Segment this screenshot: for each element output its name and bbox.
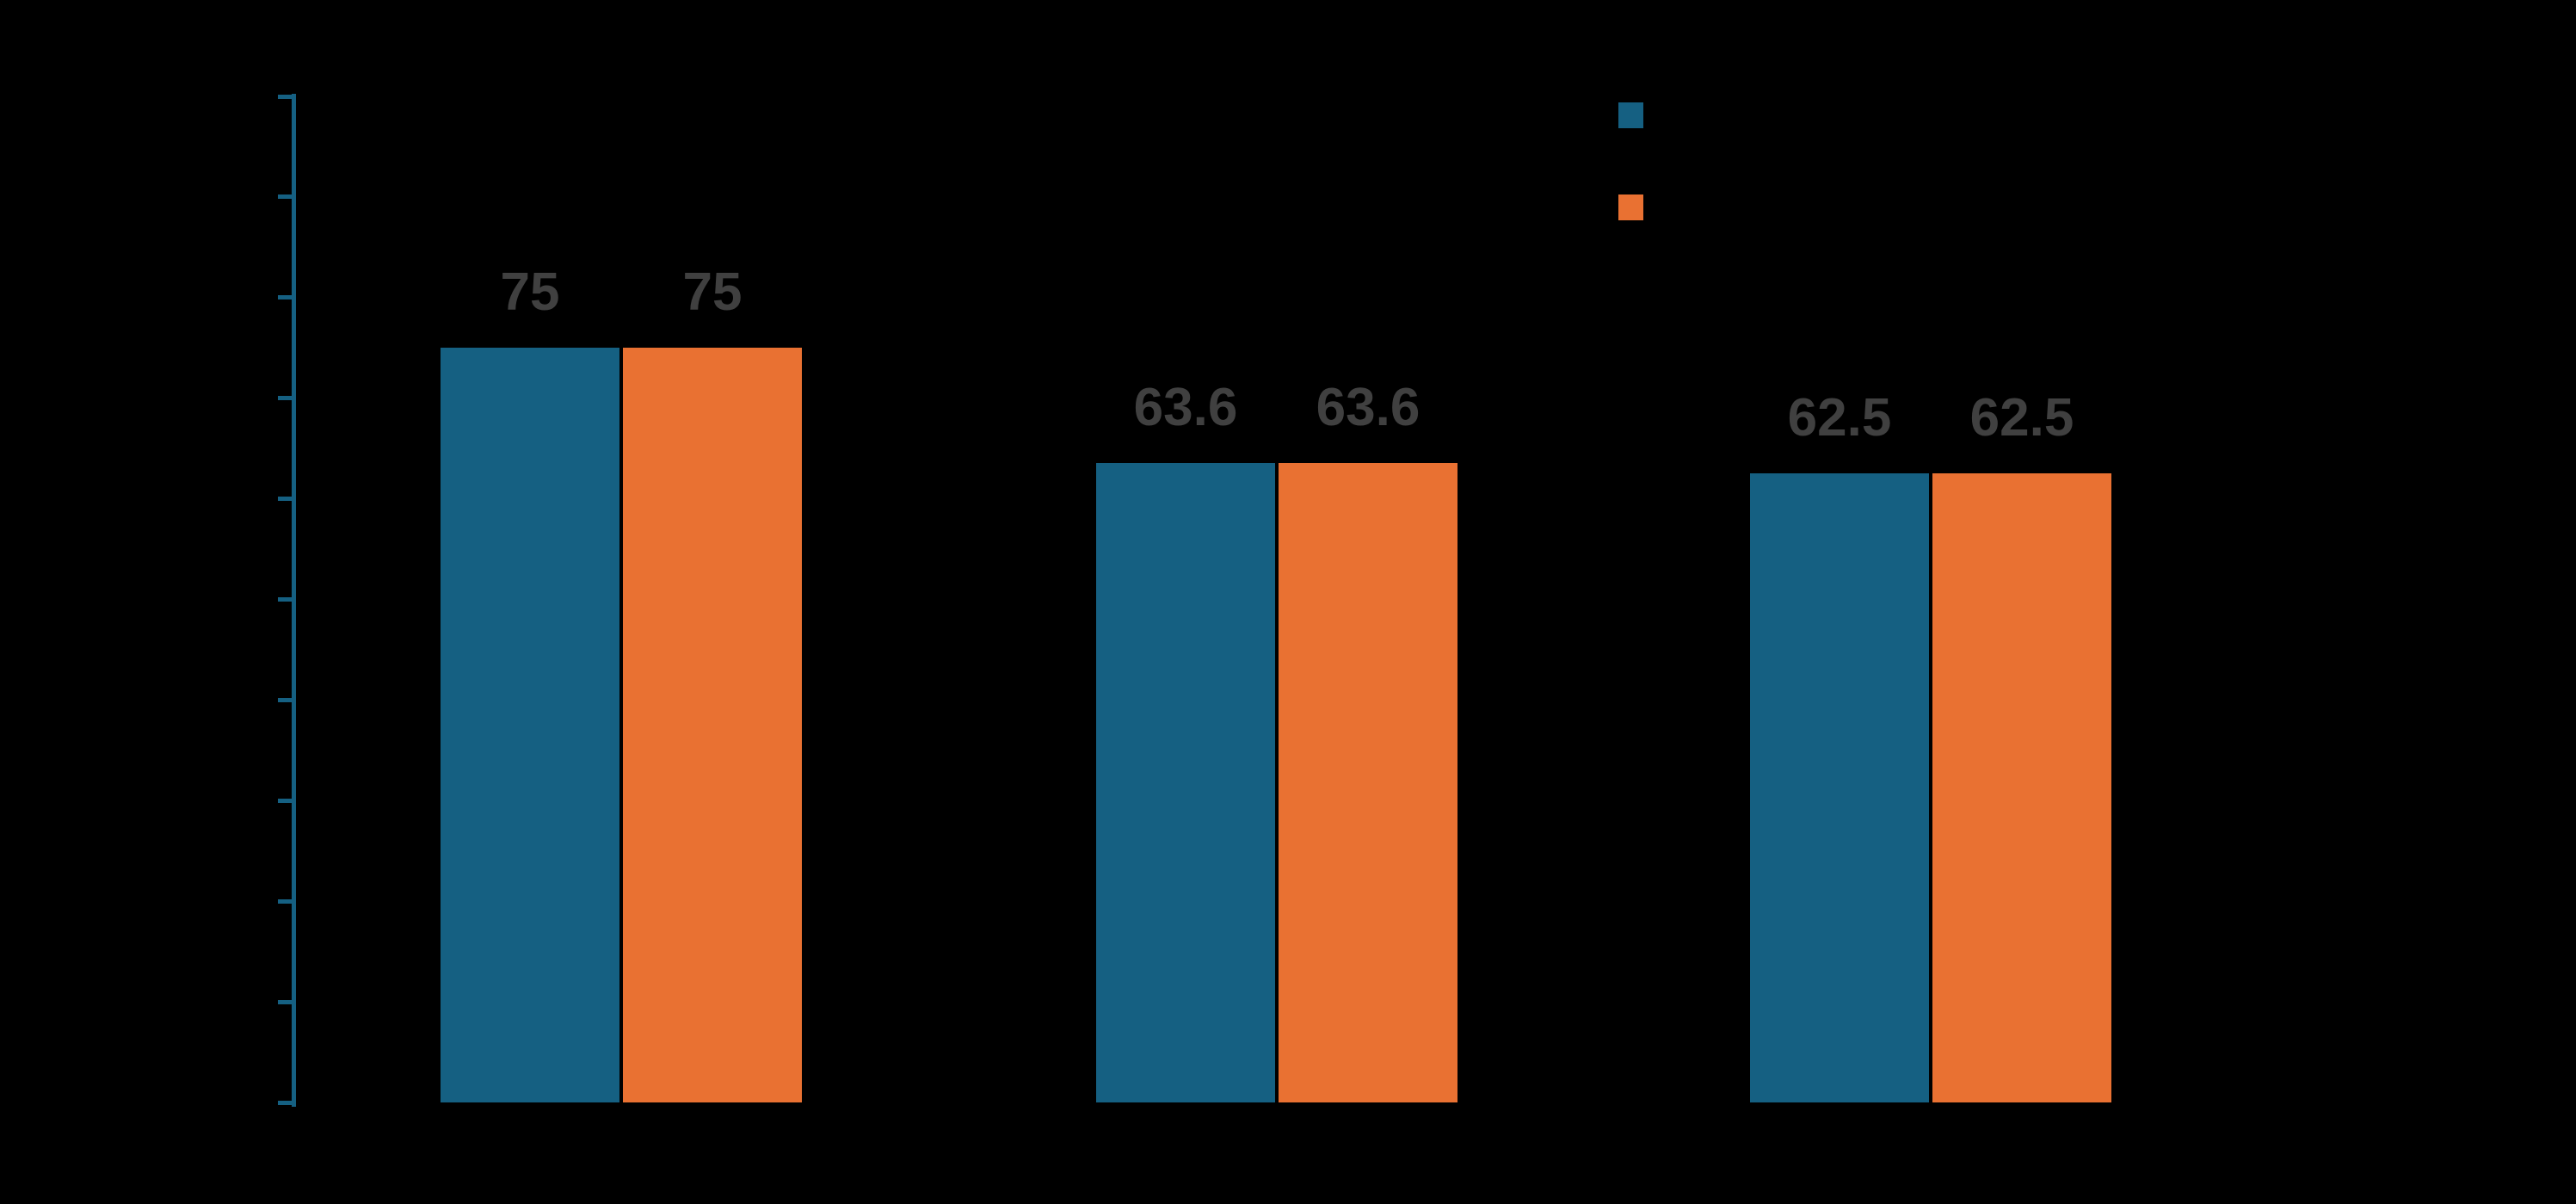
bar-value-label: 63.6 [1316, 377, 1420, 437]
bar-series-2-group2 [1279, 462, 1457, 1102]
y-axis-tick [278, 798, 292, 803]
y-axis-tick [278, 597, 292, 602]
y-axis-tick [278, 497, 292, 502]
bar-series-1-group1 [441, 348, 619, 1102]
y-axis-line [292, 94, 296, 1107]
y-axis-tick [278, 898, 292, 904]
y-axis-tick [278, 194, 292, 200]
legend-series1-swatch [1618, 102, 1643, 128]
y-axis-tick [278, 1100, 292, 1105]
y-axis-tick [278, 396, 292, 401]
y-axis-tick [278, 697, 292, 702]
bar-series-1-group2 [1096, 462, 1275, 1102]
bar-value-label: 75 [682, 262, 743, 323]
y-axis-tick [278, 295, 292, 300]
bar-value-label: 62.5 [1787, 388, 1892, 448]
bar-value-label: 63.6 [1133, 377, 1238, 437]
y-axis-tick [278, 94, 292, 99]
y-axis-tick [278, 999, 292, 1004]
bar-value-label: 62.5 [1969, 388, 2074, 448]
bar-series-1-group3 [1750, 473, 1929, 1102]
bar-value-label: 75 [500, 262, 560, 323]
bar-series-2-group1 [623, 348, 802, 1102]
legend-series2-swatch [1618, 194, 1643, 220]
bar-series-2-group3 [1932, 473, 2111, 1102]
